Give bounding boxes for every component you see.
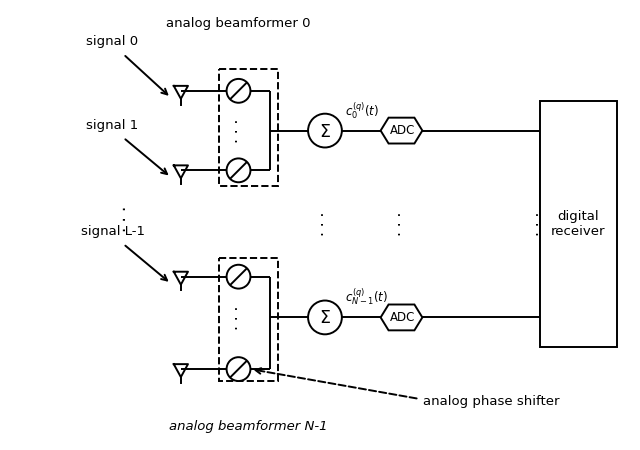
Circle shape [227,357,250,381]
Polygon shape [381,305,422,330]
Text: Σ: Σ [319,310,330,328]
Text: signal 1: signal 1 [86,119,139,132]
Text: digital
receiver: digital receiver [551,210,605,238]
Text: · · ·: · · · [532,212,547,236]
Polygon shape [381,117,422,144]
Bar [219,69,278,186]
Text: · · ·: · · · [117,205,135,232]
Text: ADC: ADC [390,311,415,324]
Text: signal L-1: signal L-1 [81,225,145,238]
Circle shape [227,265,250,288]
Text: · · ·: · · · [317,212,332,236]
Bar [540,101,617,347]
Text: · · ·: · · · [231,118,246,143]
Bar [219,258,278,381]
Text: ADC: ADC [390,124,415,137]
Text: $c_0^{(q)}(t)$: $c_0^{(q)}(t)$ [345,100,379,121]
Text: analog phase shifter: analog phase shifter [423,396,560,409]
Circle shape [227,158,250,182]
Text: signal 0: signal 0 [86,35,139,48]
Text: $c_{N-1}^{(q)}(t)$: $c_{N-1}^{(q)}(t)$ [345,287,388,307]
Circle shape [227,79,250,103]
Circle shape [308,301,342,334]
Circle shape [308,114,342,148]
Text: · · ·: · · · [231,305,246,329]
Text: · · ·: · · · [394,212,409,236]
Text: Σ: Σ [319,122,330,140]
Text: analog beamformer N-1: analog beamformer N-1 [169,420,328,433]
Text: analog beamformer 0: analog beamformer 0 [166,17,311,30]
